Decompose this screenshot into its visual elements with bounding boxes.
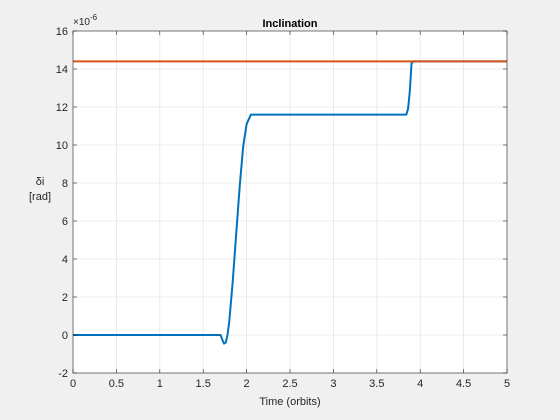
y-tick-label: 8 xyxy=(62,178,68,190)
chart-title: Inclination xyxy=(263,18,318,30)
x-tick-label: 4 xyxy=(417,378,423,390)
y-tick-label: 6 xyxy=(62,216,68,228)
x-axis-label: Time (orbits) xyxy=(259,396,320,408)
x-tick-label: 1.5 xyxy=(196,378,211,390)
y-tick-labels: -2 0 2 4 6 8 10 12 14 16 xyxy=(56,26,68,380)
axis-ticks xyxy=(72,30,508,374)
x-tick-label: 4.5 xyxy=(456,378,471,390)
y-tick-label: 2 xyxy=(62,292,68,304)
y-tick-label: -2 xyxy=(58,368,68,380)
plot-area xyxy=(73,60,507,345)
y-exponent-power: -6 xyxy=(90,13,98,22)
y-tick-label: 10 xyxy=(56,140,68,152)
y-tick-label: 12 xyxy=(56,102,68,114)
y-tick-label: 14 xyxy=(56,64,68,76)
x-tick-label: 5 xyxy=(504,378,510,390)
y-axis-label-symbol: δi xyxy=(36,176,45,188)
y-exponent-base: ×10 xyxy=(73,17,90,28)
y-tick-label: 16 xyxy=(56,26,68,38)
y-tick-label: 0 xyxy=(62,330,68,342)
x-tick-label: 2 xyxy=(244,378,250,390)
x-tick-label: 0.5 xyxy=(109,378,124,390)
y-axis-label-unit: [rad] xyxy=(29,191,51,203)
x-tick-label: 3 xyxy=(330,378,336,390)
series-line-1 xyxy=(73,60,507,345)
y-exponent-label: ×10-6 xyxy=(73,13,98,28)
x-tick-label: 3.5 xyxy=(369,378,384,390)
x-tick-labels: 0 0.5 1 1.5 2 2.5 3 3.5 4 4.5 5 xyxy=(70,378,510,390)
x-tick-label: 1 xyxy=(157,378,163,390)
x-tick-label: 2.5 xyxy=(282,378,297,390)
y-tick-label: 4 xyxy=(62,254,68,266)
x-tick-label: 0 xyxy=(70,378,76,390)
